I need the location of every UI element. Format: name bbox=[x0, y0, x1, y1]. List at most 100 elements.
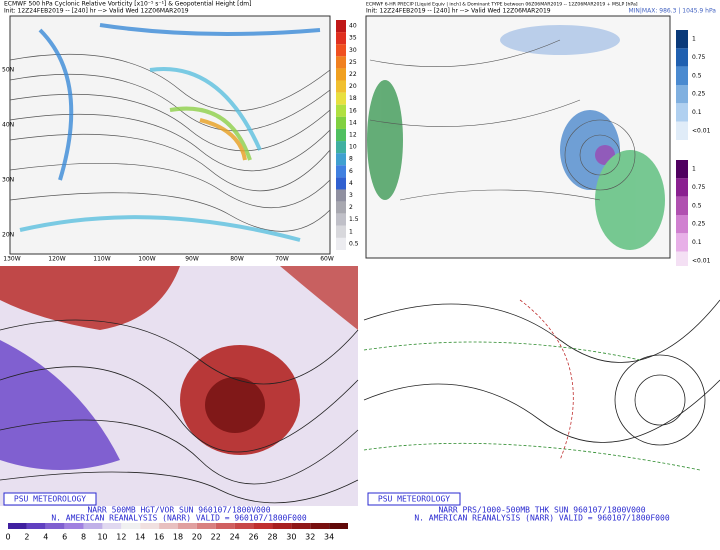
lon-label: 120W bbox=[48, 256, 65, 263]
colorbar-label: <0.01 bbox=[692, 127, 711, 134]
colorbar-cell bbox=[676, 178, 688, 197]
contours bbox=[363, 299, 720, 471]
colorbar-label: 20 bbox=[349, 83, 357, 90]
colorbar-label: 35 bbox=[349, 35, 357, 42]
colorbar-cell bbox=[336, 213, 346, 226]
colorbar-cell bbox=[336, 80, 346, 93]
colorbar-label: 10 bbox=[349, 144, 357, 151]
colorbar-cell bbox=[336, 237, 346, 250]
scale-label: 10 bbox=[97, 533, 107, 542]
colorbar-cell bbox=[336, 141, 346, 154]
colorbar-cell bbox=[336, 225, 346, 238]
scale-label: 24 bbox=[230, 533, 240, 542]
scale-label: 12 bbox=[116, 533, 126, 542]
colorbar: 1 0.75 0.5 0.25 0.1 <0.01 1 0.75 0.5 0.25 0.1 <0.01 bbox=[676, 30, 711, 270]
isobars bbox=[369, 39, 636, 201]
scale-cell bbox=[121, 523, 141, 529]
scale-cell bbox=[196, 523, 216, 529]
scale-label: 2 bbox=[24, 533, 29, 542]
colorbar-label: 1 bbox=[349, 228, 353, 235]
lat-label: 40N bbox=[2, 122, 14, 129]
colorbar-label: 6 bbox=[349, 168, 353, 175]
lat-label: 50N bbox=[2, 67, 14, 74]
scale-label: 28 bbox=[267, 533, 277, 542]
colorbar-cell bbox=[676, 160, 688, 179]
scale-label: 16 bbox=[154, 533, 164, 542]
scale-label: 20 bbox=[192, 533, 202, 542]
footer-line: N. AMERICAN REANALYSIS (NARR) VALID = 96… bbox=[51, 514, 306, 523]
lon-label: 70W bbox=[275, 256, 289, 263]
scale-cell bbox=[215, 523, 235, 529]
scale-label: 8 bbox=[81, 533, 86, 542]
scale-label: 30 bbox=[286, 533, 296, 542]
scale-cell bbox=[234, 523, 254, 529]
colorbar-label: 30 bbox=[349, 47, 357, 54]
lon-label: 100W bbox=[138, 256, 155, 263]
colorbar-label: 0.5 bbox=[692, 202, 702, 209]
scale-cell bbox=[26, 523, 46, 529]
colorbar-label: 2 bbox=[349, 204, 353, 211]
colorbar-cell bbox=[676, 103, 688, 122]
scale-cell bbox=[102, 523, 122, 529]
scale-label: 22 bbox=[211, 533, 221, 542]
colorbar-cell bbox=[676, 233, 688, 252]
badge: PSU METEOROLOGY bbox=[14, 495, 86, 504]
lon-label: 90W bbox=[185, 256, 199, 263]
scale-cell bbox=[45, 523, 65, 529]
scale-cell bbox=[140, 523, 160, 529]
scale-label: 18 bbox=[173, 533, 183, 542]
panel-bg bbox=[364, 266, 720, 522]
height-contours bbox=[9, 53, 331, 232]
colorbar-label: 16 bbox=[349, 107, 357, 114]
colorbar-label: 4 bbox=[349, 180, 353, 187]
colorbar-cell bbox=[336, 201, 346, 214]
colorbar-cell bbox=[676, 121, 688, 140]
colorbar-cell bbox=[336, 189, 346, 202]
footer-bg bbox=[0, 506, 358, 522]
colorbar-label: 0.25 bbox=[692, 221, 706, 228]
lat-label: 30N bbox=[2, 177, 14, 184]
lon-label: 80W bbox=[230, 256, 244, 263]
lon-label: 130W bbox=[3, 256, 20, 263]
colorbar-label: 14 bbox=[349, 119, 357, 126]
scale-label: 26 bbox=[248, 533, 258, 542]
colorbar-label: 25 bbox=[349, 59, 357, 66]
colorbar-label: 18 bbox=[349, 95, 357, 102]
scale-cell bbox=[272, 523, 292, 529]
vorticity-shading bbox=[0, 266, 358, 470]
scale-cell bbox=[310, 523, 330, 529]
colorbar-cell bbox=[676, 30, 688, 49]
colorbar-cell bbox=[676, 48, 688, 67]
scale-cell bbox=[329, 523, 348, 529]
colorbar-label: 0.5 bbox=[349, 240, 359, 247]
colorbar-label: 0.25 bbox=[692, 91, 706, 98]
colorbar-cell bbox=[676, 251, 688, 270]
colorbar-label: 1.5 bbox=[349, 216, 359, 223]
colorbar-label: <0.01 bbox=[692, 257, 711, 264]
scale-bar: 0 2 4 6 8 10 12 14 16 18 20 22 24 26 28 30 32 34 bbox=[0, 522, 358, 546]
colorbar-label: 0.1 bbox=[692, 239, 702, 246]
colorbar-label: 12 bbox=[349, 132, 357, 139]
scale-cell bbox=[178, 523, 197, 529]
colorbar-label: 8 bbox=[349, 156, 353, 163]
colorbar-label: 3 bbox=[349, 192, 353, 199]
colorbar-cell bbox=[336, 92, 346, 105]
blank bbox=[364, 522, 720, 546]
badge: PSU METEOROLOGY bbox=[378, 495, 450, 504]
colorbar-cell bbox=[676, 85, 688, 104]
panel-title: ECMWF 6-HR PRECIP [Liquid Equiv | inch] … bbox=[366, 2, 638, 8]
colorbar-label: 40 bbox=[349, 23, 357, 30]
scale-cell bbox=[8, 523, 27, 529]
colorbar-cell bbox=[336, 68, 346, 81]
scale-cell bbox=[83, 523, 103, 529]
colorbar-label: 0.1 bbox=[692, 109, 702, 116]
panel-title: ECMWF 500 hPa Cyclonic Relative Vorticit… bbox=[4, 1, 252, 8]
colorbar-cell bbox=[676, 66, 688, 85]
footer-line: NARR PRS/1000-500MB THK SUN 960107/1800V… bbox=[438, 506, 645, 515]
colorbar-label: 1 bbox=[692, 166, 696, 173]
colorbar-cell bbox=[676, 196, 688, 215]
height-contours bbox=[0, 319, 359, 504]
colorbar-label: 22 bbox=[349, 71, 357, 78]
colorbar-label: 0.5 bbox=[692, 72, 702, 79]
